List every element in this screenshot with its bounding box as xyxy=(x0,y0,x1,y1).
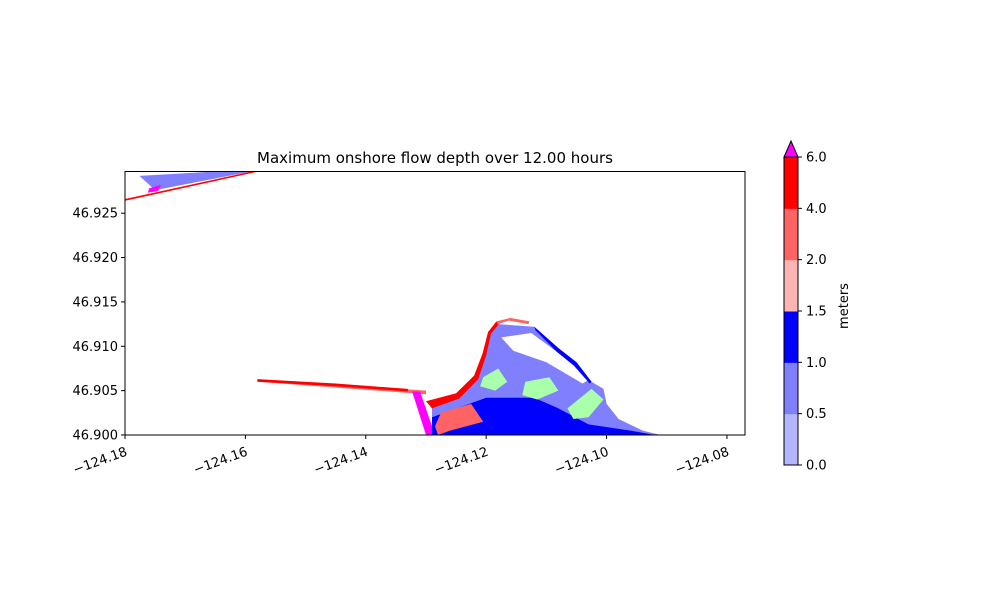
region-dry-land-1 xyxy=(480,368,508,391)
region-north-spit-edge xyxy=(125,171,259,201)
colorbar-tick-label: 1.5 xyxy=(806,305,827,320)
colorbar-tick-label: 6.0 xyxy=(806,151,827,166)
region-east-shore-dots xyxy=(534,326,592,384)
colorbar-tick-label: 0.0 xyxy=(806,459,827,474)
colorbar-segment xyxy=(784,157,798,209)
x-tick-label: −124.14 xyxy=(312,445,370,478)
colorbar-segment xyxy=(784,413,798,466)
x-tick-label: −124.18 xyxy=(71,445,129,478)
x-tick-label: −124.10 xyxy=(553,445,611,478)
region-headland-shore-deep xyxy=(426,321,500,409)
colorbar-label: meters xyxy=(837,283,852,329)
chart-title: Maximum onshore flow depth over 12.00 ho… xyxy=(257,149,613,167)
colorbar-tick-label: 4.0 xyxy=(806,202,827,217)
region-north-spit-water xyxy=(139,171,252,191)
region-dry-land-2 xyxy=(522,377,559,400)
y-tick-label: 46.910 xyxy=(73,340,119,355)
y-tick-label: 46.920 xyxy=(73,251,119,266)
y-tick-label: 46.900 xyxy=(73,429,119,444)
y-tick-label: 46.905 xyxy=(73,384,119,399)
colorbar-extend-arrow xyxy=(783,139,799,158)
region-headland-shore-mid xyxy=(496,317,530,325)
colorbar-segment xyxy=(784,259,798,312)
region-jetty-deep xyxy=(257,379,408,392)
colorbar-tick-label: 2.0 xyxy=(806,253,827,268)
y-axis: 46.900 46.905 46.910 46.915 46.920 46.925 xyxy=(73,207,125,444)
y-tick-label: 46.925 xyxy=(73,207,119,222)
x-tick-label: −124.12 xyxy=(432,445,490,478)
colorbar-segment xyxy=(784,362,798,415)
region-north-spit-deep xyxy=(147,184,162,193)
colorbar: 0.0 0.5 1.0 1.5 2.0 4.0 6.0 xyxy=(783,139,827,474)
region-jetty-stem-deep xyxy=(412,391,435,435)
region-lowland-deep xyxy=(432,397,655,435)
x-axis: −124.18 −124.16 −124.14 −124.12 −124.10 −124.… xyxy=(71,435,731,478)
x-tick-label: −124.16 xyxy=(192,445,250,478)
colorbar-tick-label: 0.5 xyxy=(806,407,827,422)
region-lowland-mid xyxy=(435,403,484,435)
region-bay-interior xyxy=(501,333,589,384)
colorbar-segment xyxy=(784,311,798,363)
colorbar-tick-label: 1.0 xyxy=(806,356,827,371)
region-dry-land-3 xyxy=(567,388,604,419)
y-tick-label: 46.915 xyxy=(73,295,119,310)
x-tick-label: −124.08 xyxy=(673,445,731,478)
colorbar-segment xyxy=(784,208,798,261)
plot-frame xyxy=(124,171,746,436)
map-regions xyxy=(125,171,661,435)
